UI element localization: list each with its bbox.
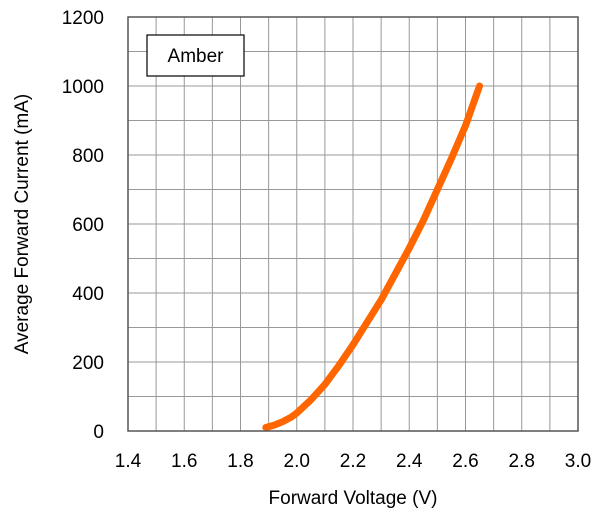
legend-label: Amber: [168, 46, 225, 67]
y-tick-label: 600: [72, 215, 104, 236]
x-tick-label: 2.0: [284, 451, 310, 472]
series-line-amber: [262, 82, 484, 432]
x-tick-label: 1.8: [227, 451, 253, 472]
x-tick-label: 1.6: [171, 451, 197, 472]
y-tick-labels: 0 200 400 600 800 1000 1200: [62, 8, 104, 443]
x-tick-label: 2.6: [452, 451, 478, 472]
x-tick-label: 2.8: [509, 451, 535, 472]
plot-frame: [127, 16, 579, 432]
y-tick-label: 1000: [62, 77, 104, 98]
series-layer: [262, 82, 484, 432]
legend-box: Amber: [146, 34, 245, 77]
x-tick-label: 2.4: [396, 451, 423, 472]
x-tick-label: 1.4: [115, 451, 142, 472]
x-tick-labels: 1.4 1.6 1.8 2.0 2.2 2.4 2.6 2.8 3.0: [115, 451, 591, 472]
y-tick-label: 800: [72, 146, 104, 167]
x-tick-label: 2.2: [340, 451, 366, 472]
y-tick-label: 0: [93, 422, 104, 443]
y-axis-title: Average Forward Current (mA): [12, 94, 33, 354]
y-tick-label: 400: [72, 284, 104, 305]
legend-frame: [146, 34, 245, 77]
x-axis-title: Forward Voltage (V): [269, 488, 438, 509]
x-tick-label: 3.0: [565, 451, 591, 472]
grid-lines: [128, 17, 578, 431]
y-tick-label: 1200: [62, 8, 104, 29]
y-tick-label: 200: [72, 353, 104, 374]
